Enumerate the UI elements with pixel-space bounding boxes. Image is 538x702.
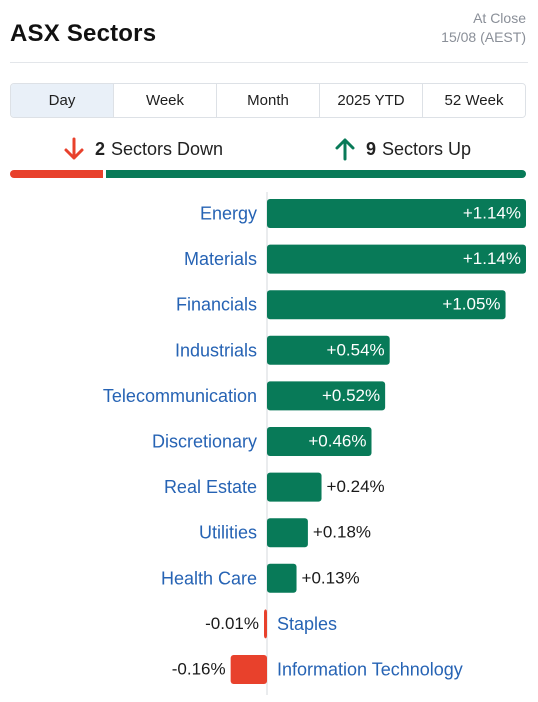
value-label: +1.14% bbox=[463, 249, 521, 268]
category-label[interactable]: Financials bbox=[176, 295, 257, 315]
value-label: +0.52% bbox=[322, 386, 380, 405]
bar-discretionary[interactable] bbox=[267, 427, 372, 456]
category-label[interactable]: Materials bbox=[184, 249, 257, 269]
tab-week[interactable]: Week bbox=[114, 84, 217, 117]
ratio-up-segment bbox=[106, 170, 526, 178]
value-label: +1.05% bbox=[442, 295, 500, 314]
bar-health-care[interactable] bbox=[267, 563, 297, 593]
category-label[interactable]: Utilities bbox=[199, 523, 257, 543]
tab-day[interactable]: Day bbox=[11, 84, 114, 117]
page-title: ASX Sectors bbox=[10, 20, 157, 47]
category-label[interactable]: Energy bbox=[200, 204, 257, 224]
category-label[interactable]: Information Technology bbox=[277, 660, 463, 680]
bar-real-estate[interactable] bbox=[267, 472, 322, 502]
value-label: +0.46% bbox=[308, 432, 366, 451]
bar-industrials[interactable] bbox=[267, 335, 390, 365]
tab-month[interactable]: Month bbox=[217, 84, 320, 117]
sectors-up-label: Sectors Up bbox=[382, 138, 472, 159]
bar-materials[interactable] bbox=[267, 244, 526, 274]
ratio-down-segment bbox=[10, 170, 104, 178]
arrow-up-icon bbox=[335, 138, 355, 161]
status-line-1: At Close bbox=[473, 10, 526, 26]
sectors-down-summary: 2 Sectors Down bbox=[63, 136, 223, 162]
value-label: +0.18% bbox=[313, 523, 371, 542]
bar-utilities[interactable] bbox=[267, 518, 308, 548]
value-label: +0.54% bbox=[327, 340, 385, 359]
bar-telecommunication[interactable] bbox=[267, 381, 386, 411]
market-status: At Close 15/08 (AEST) bbox=[441, 9, 526, 47]
tab-ytd[interactable]: 2025 YTD bbox=[320, 84, 423, 117]
up-down-ratio-bar bbox=[10, 170, 526, 178]
sectors-up-count: 9 bbox=[366, 138, 377, 159]
category-label[interactable]: Discretionary bbox=[152, 432, 257, 452]
bar-staples[interactable] bbox=[264, 609, 267, 639]
period-tabs: Day Week Month 2025 YTD 52 Week bbox=[10, 83, 526, 118]
category-label[interactable]: Industrials bbox=[175, 340, 257, 360]
bar-energy[interactable] bbox=[267, 199, 526, 228]
header-divider bbox=[10, 62, 528, 63]
status-line-2: 15/08 (AEST) bbox=[441, 29, 526, 45]
category-label[interactable]: Telecommunication bbox=[103, 386, 257, 406]
bar-information-technology[interactable] bbox=[230, 655, 267, 684]
sectors-down-count: 2 bbox=[95, 138, 106, 159]
value-label: +0.13% bbox=[302, 568, 360, 587]
category-label[interactable]: Staples bbox=[277, 614, 337, 634]
category-label[interactable]: Health Care bbox=[161, 568, 257, 588]
arrow-down-icon bbox=[64, 137, 84, 160]
value-label: -0.01% bbox=[205, 614, 259, 633]
value-label: -0.16% bbox=[172, 660, 226, 679]
sectors-up-summary: 9 Sectors Up bbox=[334, 136, 471, 162]
bar-financials[interactable] bbox=[267, 290, 506, 320]
tab-52-week[interactable]: 52 Week bbox=[423, 84, 525, 117]
value-label: +1.14% bbox=[463, 204, 521, 223]
category-label[interactable]: Real Estate bbox=[164, 477, 257, 497]
sectors-down-label: Sectors Down bbox=[111, 138, 224, 159]
value-label: +0.24% bbox=[327, 477, 385, 496]
sector-bar-chart: Energy +1.14% Materials +1.14% Financials +1.… bbox=[103, 192, 526, 695]
